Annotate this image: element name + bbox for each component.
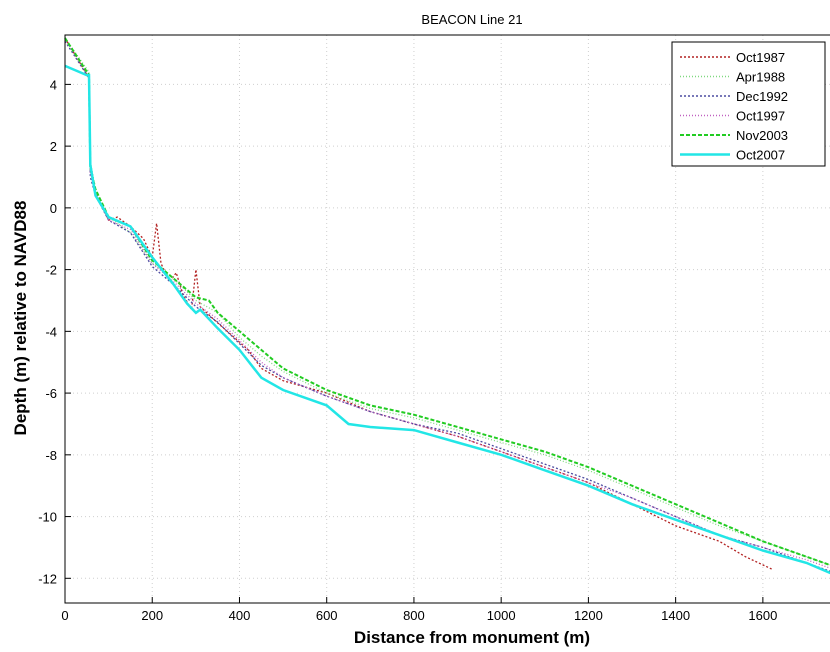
series-line-oct2007: [64, 64, 830, 575]
y-axis-ticks: 4 2 0 -2 -4 -6 -8 -10 -12: [38, 77, 71, 586]
y-tick-label: 0: [50, 201, 57, 216]
x-tick-label: 1600: [748, 608, 777, 623]
y-tick-label: -6: [45, 386, 57, 401]
x-axis-ticks: 020040060080010001200140016001800: [61, 597, 777, 623]
series-line-apr1988: [64, 37, 830, 566]
series-group: [64, 37, 830, 575]
y-tick-label: -10: [38, 510, 57, 525]
legend-label: Apr1988: [736, 70, 785, 85]
legend-label: Oct1987: [736, 50, 785, 65]
y-tick-label: -12: [38, 571, 57, 586]
legend: Oct1987 Apr1988 Dec1992 Oct1997 Nov2003 Oct20…: [671, 41, 826, 167]
y-tick-label: 2: [50, 139, 57, 154]
x-tick-label: 200: [141, 608, 163, 623]
x-tick-label: 1400: [661, 608, 690, 623]
y-axis-label: Depth (m) relative to NAVD88: [11, 201, 30, 436]
y-tick-label: -2: [45, 263, 57, 278]
y-tick-label: -4: [45, 324, 57, 339]
x-tick-label: 400: [229, 608, 251, 623]
series-line-oct1987: [64, 37, 772, 570]
x-axis-label: Distance from monument (m): [354, 628, 590, 647]
y-tick-label: -8: [45, 448, 57, 463]
x-tick-label: 1000: [487, 608, 516, 623]
x-tick-label: 1200: [574, 608, 603, 623]
x-tick-label: 0: [61, 608, 68, 623]
legend-label: Dec1992: [736, 89, 788, 104]
y-tick-label: 4: [50, 77, 57, 92]
legend-label: Oct1997: [736, 109, 785, 124]
legend-box: [671, 41, 826, 167]
x-tick-label: 600: [316, 608, 338, 623]
x-tick-label: 800: [403, 608, 425, 623]
legend-label: Oct2007: [736, 148, 785, 163]
plot-frame: [64, 34, 830, 604]
legend-label: Nov2003: [736, 128, 788, 143]
grid-lines: [65, 35, 830, 603]
chart-title: BEACON Line 21: [421, 12, 522, 27]
